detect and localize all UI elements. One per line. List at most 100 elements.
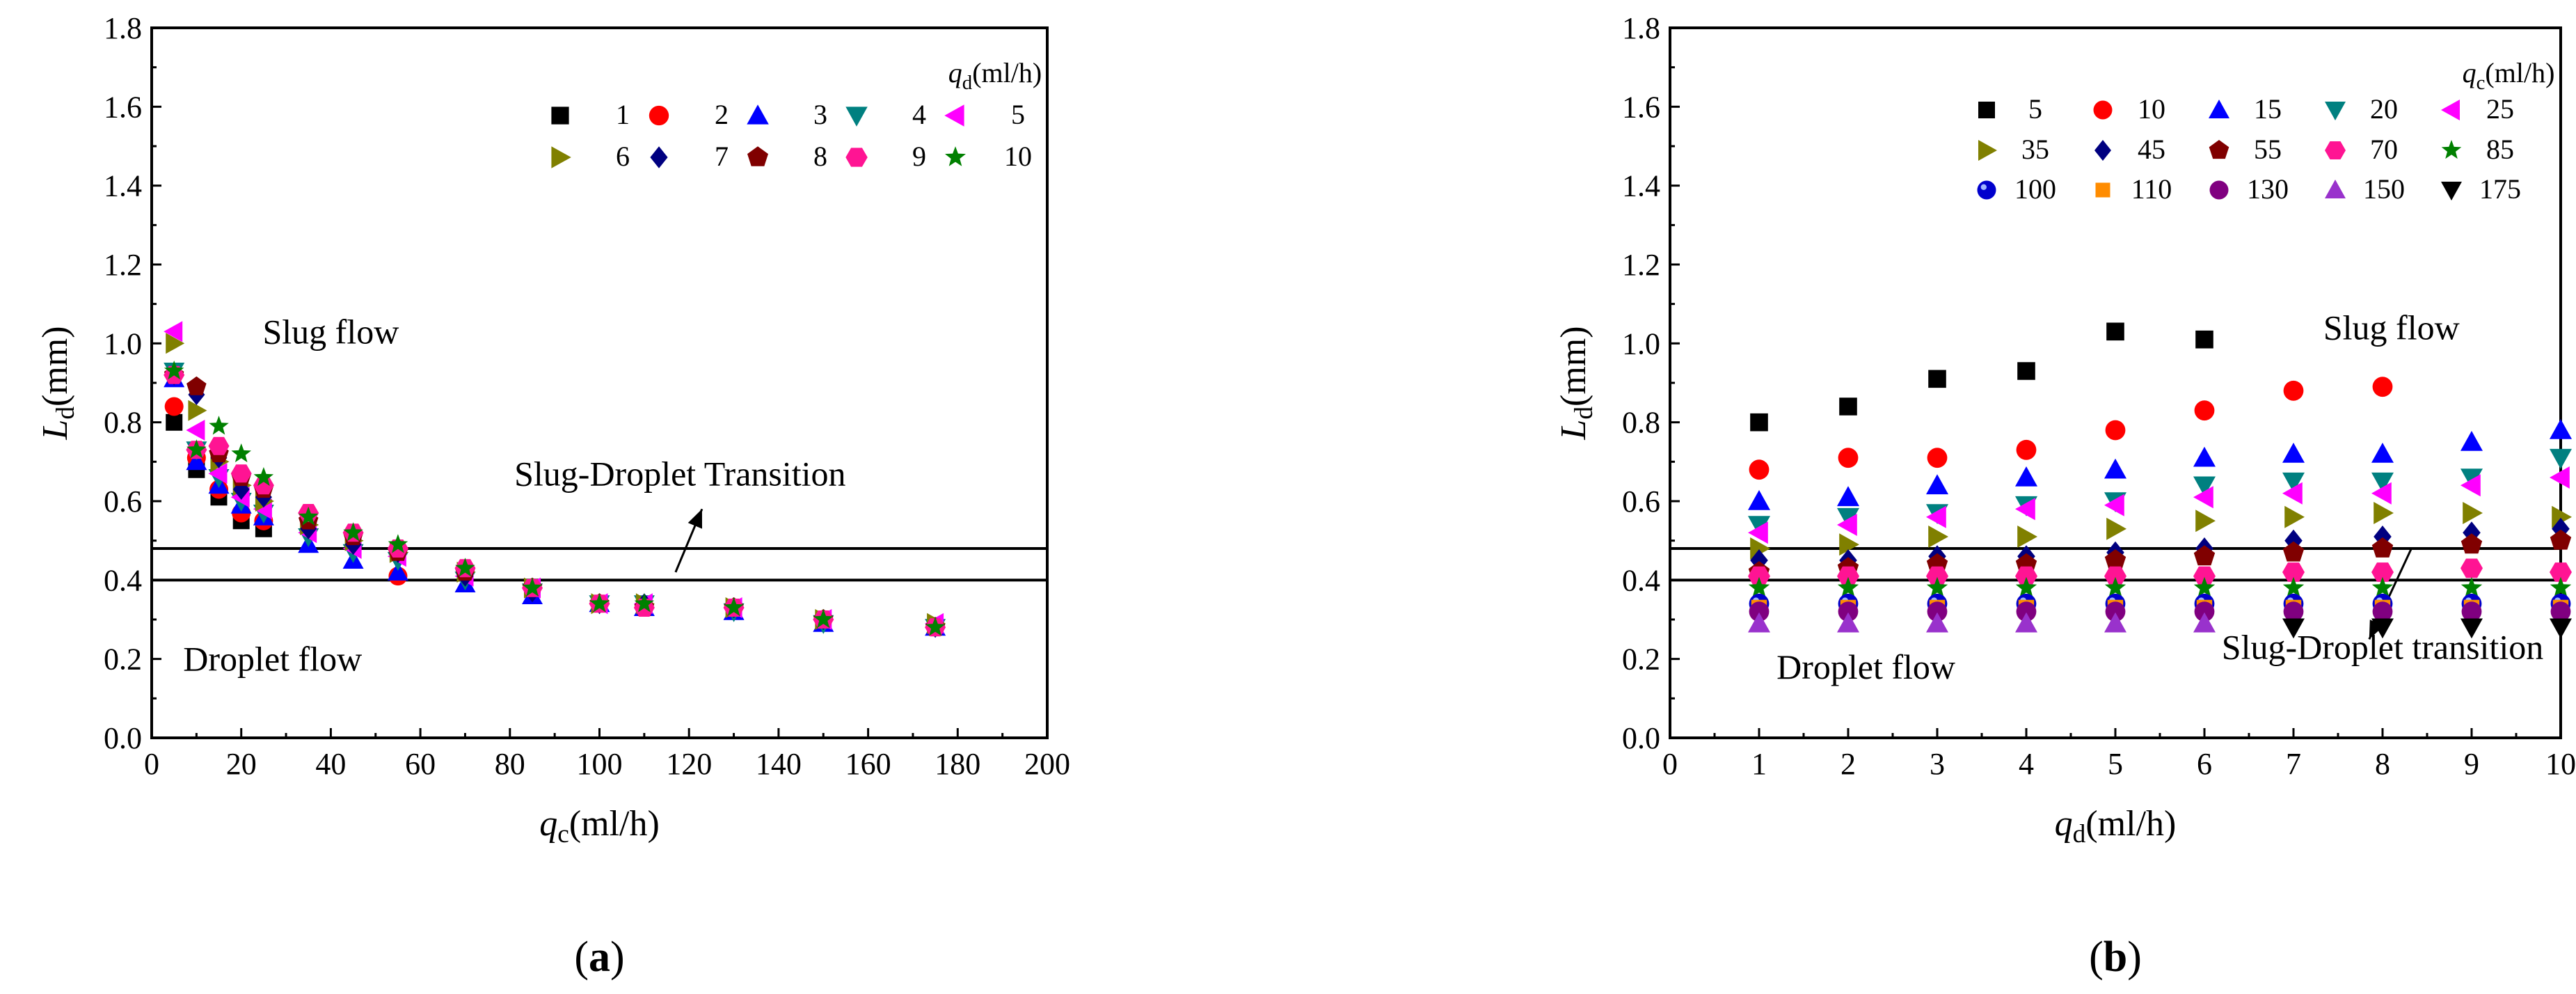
chart-b-point-175: [2282, 618, 2305, 639]
chart-a-legend-label-10: 10: [1004, 141, 1032, 172]
chart-b-point-35: [2552, 505, 2572, 528]
chart-b-point-70: [2460, 558, 2483, 578]
chart-b-point-20: [2193, 476, 2216, 497]
chart-a-ytick-label: 1.6: [104, 90, 142, 124]
chart-b-legend-label-10: 10: [2138, 93, 2165, 125]
chart-a-ytick-label: 0.4: [104, 563, 142, 597]
chart-a-point-10: [388, 534, 408, 553]
chart-a-xtick-label: 160: [845, 747, 891, 781]
chart-b-y-axis-label-main: L: [1554, 420, 1593, 441]
chart-b-series-175: [2282, 618, 2572, 639]
chart-b-series-5: [1750, 322, 2213, 432]
chart-b-point-55: [2550, 529, 2572, 550]
chart-b-point-25: [2193, 486, 2213, 509]
chart-b-xtick-label: 6: [2197, 747, 2212, 781]
chart-a-point-10: [634, 593, 655, 613]
chart-b-y-axis-label-unit: (mm): [1554, 326, 1593, 407]
chart-b-ytick-label: 0.8: [1622, 406, 1660, 440]
chart-b-point-130: [1927, 601, 1948, 622]
chart-b-point-10: [1927, 448, 1948, 468]
chart-b-xtick-label: 3: [1930, 747, 1945, 781]
chart-b-point-55: [2104, 549, 2126, 569]
chart-a-xtick-label: 120: [666, 747, 712, 781]
chart-a-x-axis-label-unit: (ml/h): [569, 804, 660, 844]
chart-b-legend-marker-5: [1978, 102, 1995, 118]
chart-b-xtick-label: 4: [2019, 747, 2034, 781]
chart-b-panel-letter: b: [2104, 933, 2127, 981]
chart-b-point-55: [2282, 541, 2305, 562]
chart-b-point-20: [2460, 468, 2483, 489]
chart-b-point-85: [1748, 576, 1770, 597]
chart-b-point-150: [1926, 612, 1948, 633]
chart-b-series-20: [1748, 448, 2572, 536]
chart-a-annotation: Slug-Droplet Transition: [514, 454, 845, 493]
chart-b-point-5: [1750, 413, 1768, 432]
chart-b-point-130: [2016, 601, 2037, 622]
chart-b-point-15: [2460, 431, 2483, 451]
chart-b-point-150: [2193, 612, 2216, 633]
chart-b-point-85: [2015, 576, 2037, 597]
chart-a: 0 20 40 60 80 100 120 140 160 180 200 0.0 0.2 0.4 0.6 0…: [35, 11, 1070, 981]
chart-b-point-70: [2193, 566, 2216, 586]
chart-b-point-10: [2372, 377, 2393, 397]
chart-b-point-150: [2015, 612, 2037, 633]
chart-a-y-axis-label-unit: (mm): [35, 326, 75, 407]
chart-b-series-130: [1749, 601, 2571, 622]
chart-b-point-15: [2015, 466, 2037, 487]
chart-b-point-70: [2282, 562, 2305, 582]
chart-b-xtick-label: 8: [2375, 747, 2390, 781]
chart-b-x-axis-label-unit: (ml/h): [2085, 804, 2176, 844]
chart-b-point-130: [1749, 601, 1770, 622]
chart-b-legend-marker-130: [2209, 180, 2229, 200]
chart-a-ytick-label: 0.0: [104, 721, 142, 755]
chart-a-legend-marker-7: [650, 146, 668, 168]
chart-b-point-70: [1926, 566, 1948, 586]
chart-b-legend-label-55: 55: [2254, 134, 2282, 165]
chart-a-point-2: [164, 397, 184, 416]
chart-b-point-5: [2195, 330, 2213, 349]
chart-a-point-9: [253, 476, 274, 495]
chart-a-point-10: [813, 609, 834, 629]
chart-b-point-25: [1748, 521, 1768, 544]
chart-b-point-10: [2016, 439, 2037, 460]
chart-b-annotation: Slug flow: [2323, 308, 2460, 347]
chart-b-point-150: [2104, 612, 2126, 633]
chart-b-legend-label-70: 70: [2370, 134, 2398, 165]
chart-b-legend-label-130: 130: [2247, 173, 2289, 205]
chart-b-point-85: [2282, 576, 2305, 597]
chart-b-series-35: [1750, 502, 2572, 560]
chart-a-legend-label-5: 5: [1011, 99, 1025, 130]
chart-b-ytick-label: 1.0: [1622, 326, 1660, 361]
chart-a-legend: qd(ml/h) 1 2 3 4 5 6 7 8 9 10: [551, 57, 1042, 172]
chart-b-point-10: [1749, 459, 1770, 480]
chart-a-legend-label-3: 3: [813, 99, 827, 130]
chart-b-point-130: [2372, 601, 2393, 622]
chart-a-point-10: [455, 558, 475, 577]
chart-b-point-130: [2194, 601, 2215, 622]
chart-b-point-130: [2283, 601, 2304, 622]
chart-b-legend-label-15: 15: [2254, 93, 2282, 125]
chart-b-point-25: [1926, 505, 1946, 528]
chart-b-point-10: [2283, 380, 2304, 401]
chart-a-legend-label-7: 7: [715, 141, 729, 172]
chart-b-point-35: [2106, 517, 2126, 540]
chart-a-series-4: [164, 363, 946, 638]
chart-b-legend-title: qc(ml/h): [2463, 57, 2555, 94]
chart-a-ytick-label: 1.0: [104, 326, 142, 361]
chart-b-point-85: [2460, 576, 2483, 597]
chart-b-xtick-label: 1: [1751, 747, 1767, 781]
chart-b-legend-marker-25: [2441, 100, 2460, 120]
chart-b-point-130: [2550, 601, 2571, 622]
chart-b-ytick-label: 0.0: [1622, 721, 1660, 755]
chart-b-ytick-label: 0.4: [1622, 563, 1660, 597]
chart-a-point-3: [186, 451, 207, 471]
chart-b-panel-paren-open: (: [2089, 933, 2104, 981]
chart-a-xtick-label: 140: [756, 747, 802, 781]
chart-b-point-25: [2550, 466, 2570, 489]
chart-b-point-5: [2106, 322, 2124, 341]
chart-b-point-15: [2282, 443, 2305, 463]
chart-b-legend-title-main: q: [2463, 57, 2476, 88]
chart-a-point-10: [925, 617, 946, 636]
chart-b-point-85: [1926, 576, 1948, 597]
